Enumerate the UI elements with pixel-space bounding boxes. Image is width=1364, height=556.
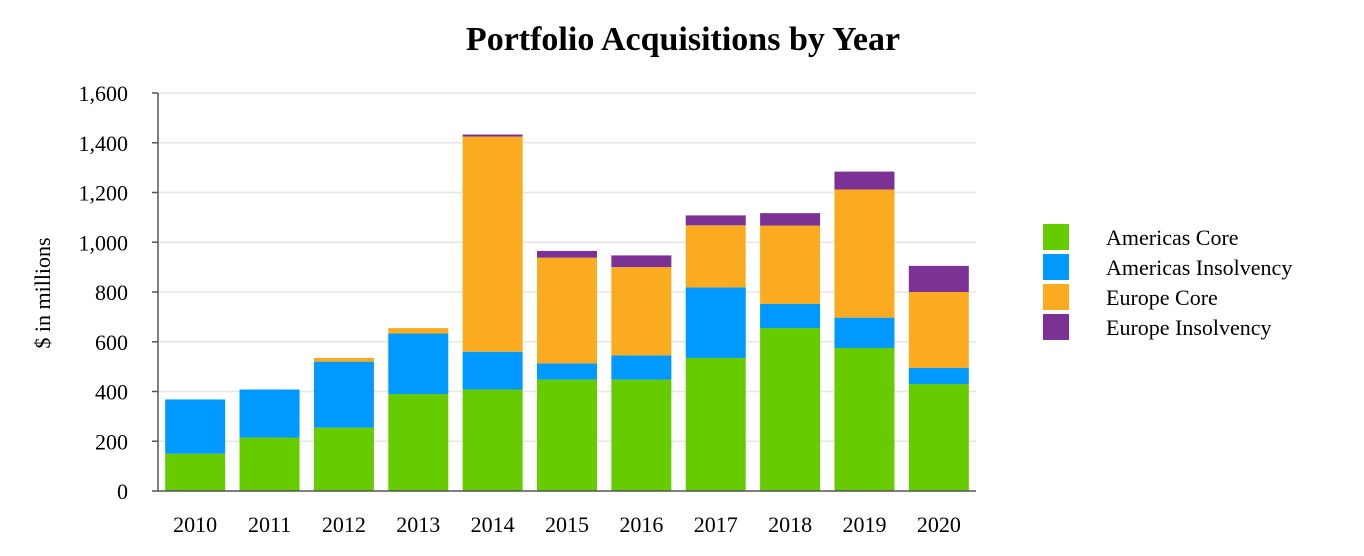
y-tick-label: 600 (95, 330, 128, 355)
x-tick-label: 2018 (768, 512, 812, 537)
axes: 0 200 400 600 800 1,000 1,200 1,400 1,600 2010 201… (79, 81, 976, 537)
bar-americas-insolvency-2019 (834, 317, 895, 348)
y-tick-label: 1,000 (79, 230, 129, 255)
x-tick-label: 2014 (471, 512, 515, 537)
bar-americas-insolvency-2017 (685, 287, 746, 358)
bar-americas-insolvency-2018 (760, 303, 821, 329)
bar-americas-core-2012 (313, 427, 374, 491)
y-tick-label: 1,400 (79, 131, 129, 156)
bar-europe-core-2018 (760, 225, 821, 304)
bar-europe-core-2019 (834, 189, 895, 318)
bar-europe-insolvency-2017 (685, 215, 746, 226)
bar-europe-core-2017 (685, 225, 746, 288)
bar-americas-core-2013 (388, 393, 449, 491)
bar-europe-insolvency-2015 (537, 250, 597, 258)
x-tick-label: 2019 (842, 512, 886, 537)
bar-europe-core-2020 (908, 292, 969, 368)
bar-europe-core-2016 (611, 267, 672, 356)
legend-label: Europe Insolvency (1106, 315, 1272, 340)
bar-europe-insolvency-2016 (611, 255, 672, 268)
bar-americas-insolvency-2014 (462, 351, 523, 390)
y-tick-label: 1,600 (79, 81, 129, 106)
bar-europe-insolvency-2019 (834, 171, 895, 190)
bar-americas-core-2016 (611, 379, 672, 491)
bar-americas-insolvency-2013 (388, 333, 449, 394)
bar-americas-insolvency-2015 (537, 363, 597, 380)
bar-europe-core-2012 (313, 357, 374, 362)
x-tick-label: 2015 (545, 512, 589, 537)
y-axis-label: $ in millions (30, 237, 55, 348)
chart-title: Portfolio Acquisitions by Year (466, 21, 900, 58)
x-tick-label: 2017 (694, 512, 738, 537)
y-tick-label: 800 (95, 280, 128, 305)
bar-europe-insolvency-2018 (760, 213, 821, 226)
y-tick-label: 0 (117, 479, 128, 504)
bar-americas-core-2015 (537, 379, 597, 491)
x-tick-label: 2013 (396, 512, 440, 537)
bar-americas-insolvency-2020 (908, 367, 969, 385)
bar-americas-core-2014 (462, 389, 523, 491)
bar-americas-core-2011 (239, 437, 300, 491)
x-tick-label: 2016 (619, 512, 663, 537)
bar-americas-core-2010 (165, 453, 226, 491)
legend-label: Americas Insolvency (1106, 255, 1292, 280)
y-tick-label: 1,200 (79, 181, 129, 206)
bar-americas-core-2017 (685, 357, 746, 491)
bar-americas-core-2018 (760, 328, 821, 491)
legend-label: Americas Core (1106, 225, 1239, 250)
bar-americas-insolvency-2010 (165, 399, 226, 454)
bar-americas-insolvency-2016 (611, 355, 672, 380)
legend: Americas Core Americas Insolvency Europe C… (1043, 224, 1292, 340)
bar-americas-insolvency-2012 (313, 361, 374, 428)
y-tick-label: 400 (95, 380, 128, 405)
bar-europe-insolvency-2020 (908, 265, 969, 292)
bar-europe-core-2013 (388, 328, 449, 334)
legend-swatch (1043, 284, 1069, 310)
bar-europe-core-2014 (462, 136, 523, 352)
x-tick-label: 2020 (917, 512, 961, 537)
x-tick-label: 2010 (173, 512, 217, 537)
y-tick-label: 200 (95, 429, 128, 454)
bar-americas-core-2019 (834, 347, 895, 491)
legend-swatch (1043, 224, 1069, 250)
bar-europe-insolvency-2014 (462, 134, 523, 137)
x-tick-label: 2011 (248, 512, 291, 537)
bars (165, 134, 969, 491)
bar-americas-core-2020 (908, 384, 969, 491)
x-tick-label: 2012 (322, 512, 366, 537)
bar-europe-core-2015 (537, 257, 597, 364)
bar-americas-insolvency-2011 (239, 389, 300, 438)
legend-swatch (1043, 314, 1069, 340)
legend-swatch (1043, 254, 1069, 280)
legend-label: Europe Core (1106, 285, 1218, 310)
